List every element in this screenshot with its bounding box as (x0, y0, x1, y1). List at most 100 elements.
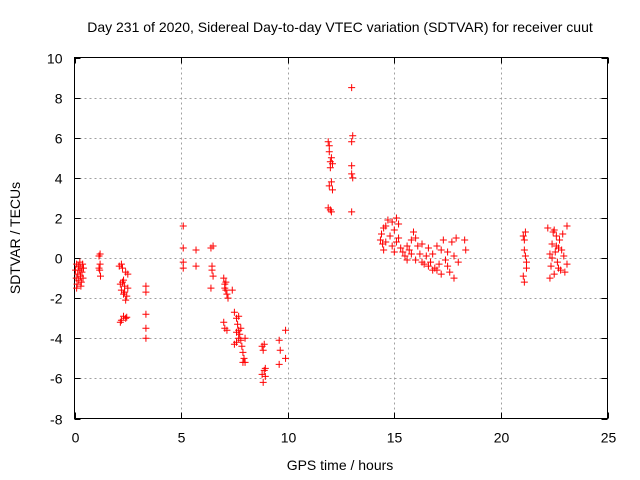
data-point (327, 178, 335, 186)
data-point (551, 248, 559, 256)
data-point (282, 354, 290, 362)
data-point (553, 258, 561, 266)
data-point (275, 360, 283, 368)
y-tick-labels: -8 -6 -4 -2 0 2 4 6 8 10 (47, 51, 63, 428)
data-point (522, 258, 530, 266)
data-point (230, 340, 238, 348)
data-point (429, 266, 437, 274)
data-point (399, 248, 407, 256)
data-point (142, 334, 150, 342)
data-point (96, 260, 104, 268)
data-point (388, 242, 396, 250)
data-point (235, 312, 243, 320)
data-point (561, 268, 569, 276)
data-point (520, 236, 528, 244)
data-point (441, 256, 449, 264)
plot-frame (74, 57, 608, 419)
data-point (348, 162, 356, 170)
data-point (325, 142, 333, 150)
data-point (521, 252, 529, 260)
data-point (241, 334, 249, 342)
data-point (235, 334, 243, 342)
data-point (223, 326, 231, 334)
data-point (222, 278, 230, 286)
data-point (179, 264, 187, 272)
data-point (79, 274, 87, 282)
data-point (559, 230, 567, 238)
data-point (552, 232, 560, 240)
x-tick-label: 15 (387, 430, 403, 446)
data-point (324, 204, 332, 212)
data-point (79, 264, 87, 272)
data-point (121, 288, 129, 296)
data-point (435, 260, 443, 268)
data-point (403, 242, 411, 250)
x-tick-label: 0 (72, 430, 80, 446)
data-point (116, 318, 124, 326)
data-point (427, 258, 435, 266)
y-tick-label: -2 (50, 291, 63, 307)
data-point (392, 238, 400, 246)
data-point (437, 270, 445, 278)
data-point (519, 232, 527, 240)
data-point (450, 274, 458, 282)
data-point (223, 290, 231, 298)
data-point (348, 208, 356, 216)
data-point (384, 216, 392, 224)
data-point (550, 270, 558, 278)
data-point (462, 246, 470, 254)
data-point (239, 348, 247, 356)
data-point (77, 282, 85, 290)
data-point (95, 264, 103, 272)
data-point (122, 314, 130, 322)
x-tick-label: 20 (494, 430, 510, 446)
data-point (388, 218, 396, 226)
data-point (519, 272, 527, 280)
y-tick-label: -6 (50, 371, 63, 387)
data-point (558, 246, 566, 254)
y-tick-label: 6 (55, 131, 63, 147)
data-point (224, 294, 232, 302)
data-point (414, 242, 422, 250)
data-point (325, 182, 333, 190)
x-axis-label: GPS time / hours (287, 457, 394, 473)
data-point (563, 222, 571, 230)
data-point (548, 254, 556, 262)
data-point (522, 264, 530, 272)
data-point (221, 284, 229, 292)
data-point (325, 148, 333, 156)
data-point (209, 272, 217, 280)
data-point (520, 246, 528, 254)
y-tick-label: 10 (47, 51, 63, 67)
data-point (96, 250, 104, 258)
data-point (412, 256, 420, 264)
data-point (420, 260, 428, 268)
data-point (261, 364, 269, 372)
data-point (424, 262, 432, 270)
data-point (390, 248, 398, 256)
y-axis-label: SDTVAR / TECUs (7, 182, 23, 294)
data-point (547, 262, 555, 270)
data-point (397, 244, 405, 252)
x-tick-label: 5 (178, 430, 186, 446)
data-point (326, 164, 334, 172)
data-point (403, 256, 411, 264)
data-point (233, 328, 241, 336)
data-point (208, 262, 216, 270)
data-point (437, 246, 445, 254)
data-point (327, 208, 335, 216)
data-point (392, 214, 400, 222)
data-point (395, 234, 403, 242)
data-point (390, 226, 398, 234)
data-point (552, 242, 560, 250)
data-point (520, 278, 528, 286)
y-tick-label: 2 (55, 211, 63, 227)
data-point (124, 284, 132, 292)
data-point (349, 132, 357, 140)
data-point (122, 296, 130, 304)
data-point (448, 238, 456, 246)
data-point (179, 244, 187, 252)
data-point (452, 234, 460, 242)
data-point (207, 284, 215, 292)
data-point (424, 244, 432, 252)
